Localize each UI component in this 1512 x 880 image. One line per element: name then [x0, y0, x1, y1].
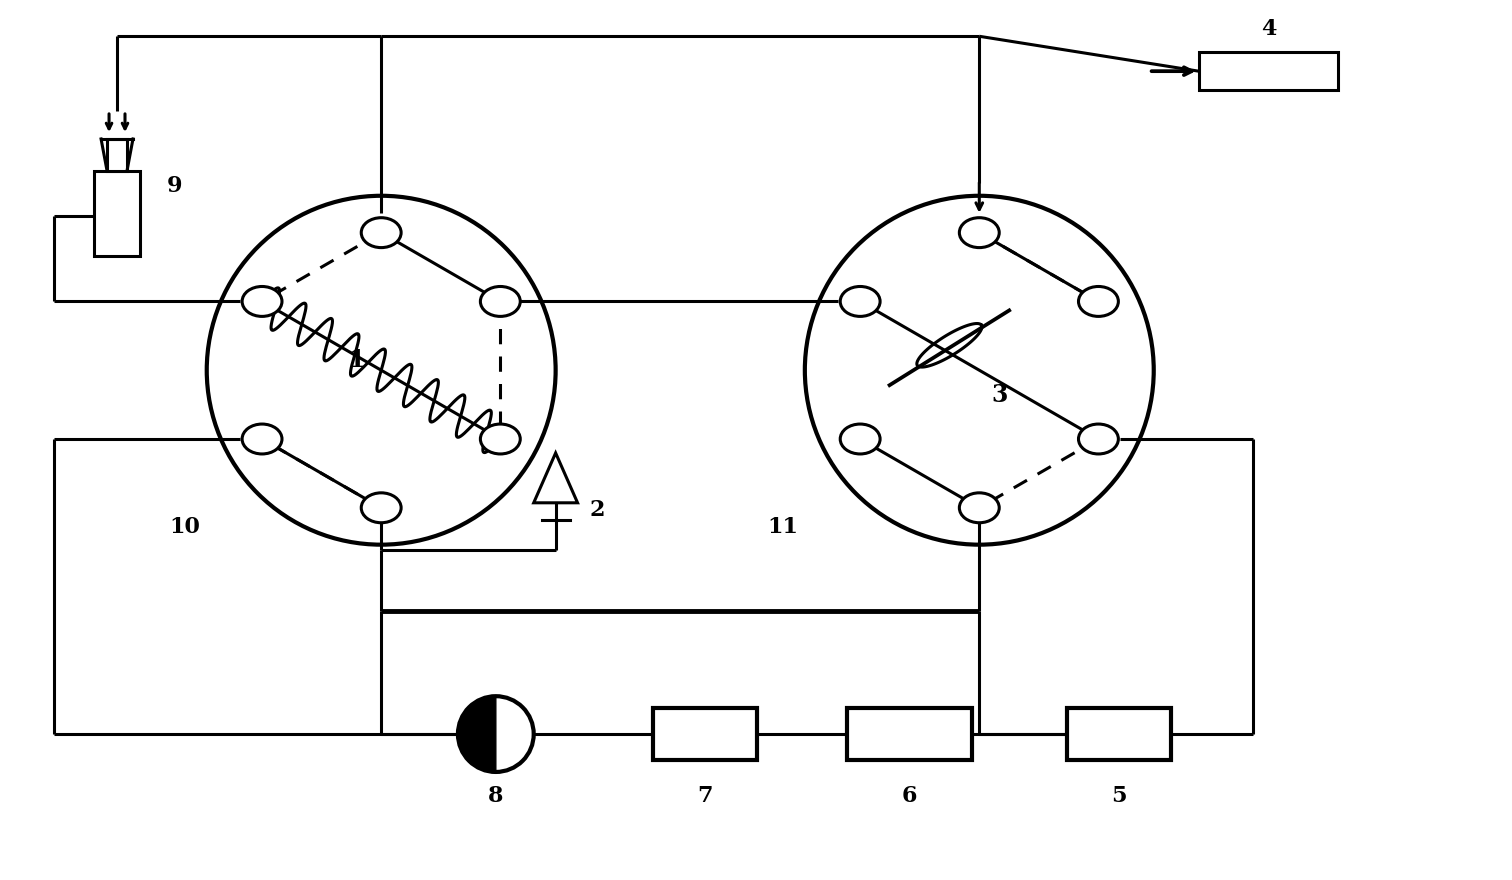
Ellipse shape — [841, 287, 880, 317]
Ellipse shape — [1078, 287, 1119, 317]
Text: 4: 4 — [1261, 18, 1276, 40]
Bar — [1199, 52, 1338, 90]
Ellipse shape — [361, 493, 401, 523]
Circle shape — [804, 195, 1154, 545]
Bar — [653, 708, 758, 760]
Text: 9: 9 — [168, 175, 183, 197]
Ellipse shape — [841, 424, 880, 454]
Bar — [1066, 708, 1172, 760]
Text: 2: 2 — [590, 499, 605, 521]
Text: 10: 10 — [169, 516, 200, 538]
Text: 5: 5 — [1111, 785, 1126, 807]
Text: 8: 8 — [488, 785, 503, 807]
Ellipse shape — [242, 287, 283, 317]
Text: 6: 6 — [901, 785, 918, 807]
Text: 7: 7 — [697, 785, 714, 807]
Bar — [107, 139, 127, 171]
Ellipse shape — [959, 493, 999, 523]
Wedge shape — [458, 696, 496, 772]
Bar — [94, 171, 141, 255]
Ellipse shape — [242, 424, 283, 454]
Ellipse shape — [361, 217, 401, 247]
Ellipse shape — [481, 287, 520, 317]
Ellipse shape — [959, 217, 999, 247]
Bar — [847, 708, 972, 760]
Ellipse shape — [1078, 424, 1119, 454]
Text: 3: 3 — [990, 383, 1007, 407]
Ellipse shape — [481, 424, 520, 454]
Circle shape — [207, 195, 555, 545]
Circle shape — [458, 696, 534, 772]
Polygon shape — [534, 453, 578, 502]
Text: 11: 11 — [768, 516, 798, 538]
Text: 1: 1 — [348, 348, 364, 372]
